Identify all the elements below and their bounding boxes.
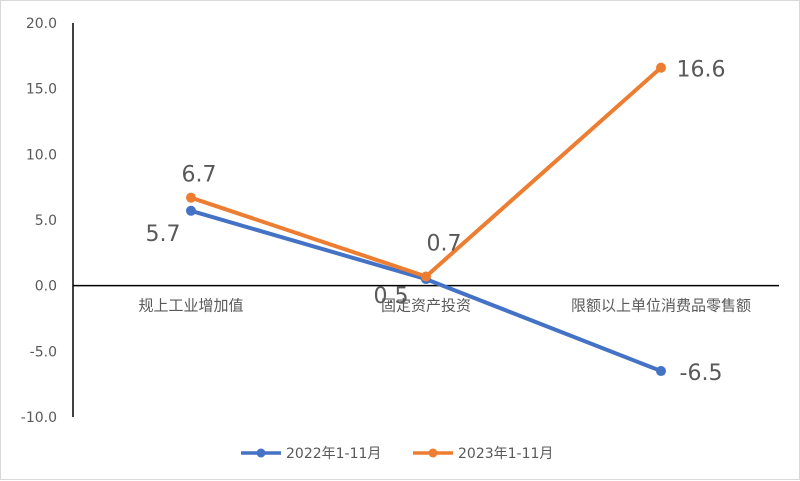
data-point (186, 205, 196, 216)
data-label: 5.7 (146, 222, 181, 247)
y-tick-label: 15.0 (26, 82, 57, 98)
data-label: 0.7 (427, 231, 462, 256)
legend-marker (256, 448, 266, 458)
legend: 2022年1-11月 2023年1-11月 (241, 446, 553, 462)
x-category-label: 限额以上单位消费品零售额 (571, 297, 751, 315)
legend-label: 2023年1-11月 (458, 446, 553, 462)
data-label: 16.6 (677, 58, 726, 83)
y-tick-label: 10.0 (26, 147, 57, 163)
data-point (656, 366, 666, 377)
y-tick-label: -10.0 (21, 410, 57, 426)
data-point (421, 271, 431, 282)
data-point (186, 192, 196, 203)
x-category-label: 规上工业增加值 (138, 297, 243, 315)
x-axis: 规上工业增加值 固定资产投资 限额以上单位消费品零售额 (73, 284, 779, 315)
data-label: 0.5 (374, 284, 409, 309)
y-tick-label: 5.0 (35, 213, 57, 229)
legend-label: 2022年1-11月 (286, 446, 381, 462)
y-axis: 20.0 15.0 10.0 5.0 0.0 -5.0 -10.0 (21, 16, 74, 426)
y-tick-label: 20.0 (26, 16, 57, 32)
x-category-label: 固定资产投资 (381, 297, 471, 315)
data-label: 6.7 (182, 163, 217, 188)
data-point (656, 62, 666, 73)
data-labels: 5.7 0.5 -6.5 6.7 0.7 16.6 (146, 58, 726, 386)
y-tick-label: -5.0 (30, 344, 57, 360)
legend-marker (428, 448, 438, 458)
y-tick-label: 0.0 (35, 279, 57, 295)
data-label: -6.5 (680, 361, 723, 386)
series-lines (186, 62, 666, 377)
